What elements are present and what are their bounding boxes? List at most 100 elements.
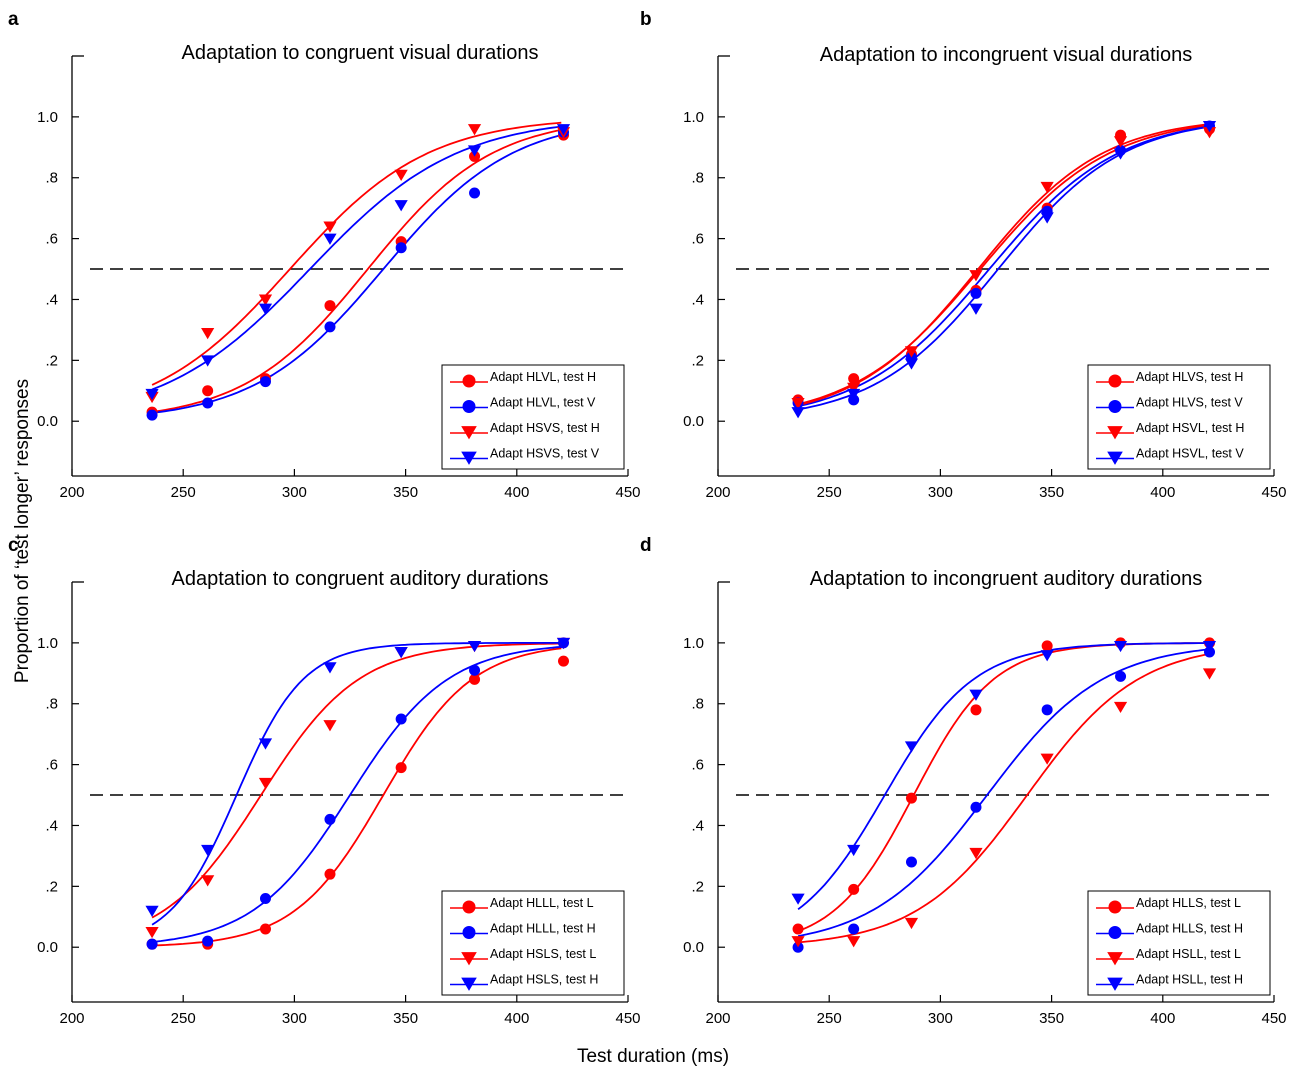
data-point-triangle xyxy=(258,303,273,315)
x-tick-label: 450 xyxy=(1261,484,1286,501)
data-point-triangle xyxy=(556,637,571,650)
legend-label: Adapt HSVS, test H xyxy=(490,421,600,435)
data-point-circle xyxy=(469,673,481,685)
data-point-triangle xyxy=(201,328,215,340)
legend-label: Adapt HSVL, test H xyxy=(1136,421,1244,435)
legend-label: Adapt HLLL, test L xyxy=(490,896,594,910)
data-point-triangle xyxy=(847,844,861,857)
panel-letter: c xyxy=(8,535,19,556)
data-point-triangle xyxy=(201,875,215,887)
data-point-triangle xyxy=(145,388,159,401)
data-point-circle xyxy=(395,713,407,725)
legend-swatch-marker xyxy=(462,900,476,914)
panel-letter: d xyxy=(640,535,652,556)
legend-swatch-marker xyxy=(1108,400,1122,413)
panel-title: Adaptation to incongruent auditory durat… xyxy=(810,568,1203,590)
panel-title: Adaptation to congruent auditory duratio… xyxy=(172,568,549,590)
data-point-circle xyxy=(395,242,407,254)
data-point-triangle xyxy=(323,662,337,674)
data-point-circle xyxy=(905,856,917,868)
y-tick-label: 0.0 xyxy=(37,939,58,956)
data-point-circle xyxy=(1115,670,1127,682)
data-point-circle xyxy=(970,704,982,716)
x-tick-label: 200 xyxy=(59,484,84,501)
data-point-triangle xyxy=(1113,148,1128,160)
data-point-triangle xyxy=(258,777,273,790)
data-point-triangle xyxy=(1040,753,1054,765)
data-point-triangle xyxy=(201,844,215,857)
data-point-triangle xyxy=(467,640,482,653)
data-point-circle xyxy=(469,664,481,676)
x-tick-label: 400 xyxy=(1150,484,1175,501)
y-tick-label: .8 xyxy=(45,696,58,713)
y-tick-label: 0.0 xyxy=(683,413,704,430)
data-point-triangle xyxy=(904,346,919,358)
data-point-triangle xyxy=(467,124,482,136)
x-tick-label: 400 xyxy=(504,484,529,501)
legend-swatch-marker xyxy=(462,400,476,413)
data-point-circle xyxy=(324,813,336,825)
fit-curve xyxy=(798,653,1208,944)
data-point-triangle xyxy=(1113,640,1128,653)
panels: a Adaptation to congruent visual duration… xyxy=(8,9,1287,1027)
y-tick-label: .8 xyxy=(45,170,58,187)
y-tick-label: .6 xyxy=(691,231,704,248)
x-tick-label: 350 xyxy=(393,1010,418,1027)
data-point-triangle xyxy=(201,355,215,367)
legend-label: Adapt HSVL, test V xyxy=(1136,447,1244,461)
x-tick-label: 300 xyxy=(928,484,953,501)
legend-swatch-marker xyxy=(462,926,476,939)
x-tick-label: 300 xyxy=(928,1010,953,1027)
data-point-triangle xyxy=(969,689,983,701)
data-point-triangle xyxy=(791,936,805,948)
legend-swatch-marker xyxy=(1107,426,1123,440)
data-point-triangle xyxy=(1202,127,1217,139)
x-tick-label: 250 xyxy=(171,1010,196,1027)
panel-title: Adaptation to congruent visual durations xyxy=(182,42,539,64)
legend-label: Adapt HLLS, test H xyxy=(1136,922,1243,936)
y-tick-label: 1.0 xyxy=(37,635,58,652)
legend-label: Adapt HLVS, test V xyxy=(1136,396,1243,410)
fit-curve xyxy=(151,646,562,943)
data-point-circle xyxy=(146,409,158,421)
fit-curve xyxy=(797,123,1208,407)
data-point-circle xyxy=(970,287,982,299)
x-tick-label: 250 xyxy=(817,1010,842,1027)
data-point-triangle xyxy=(969,303,983,315)
legend-label: Adapt HSVS, test V xyxy=(490,447,600,461)
data-point-triangle xyxy=(791,893,805,905)
fit-curve xyxy=(151,134,562,414)
fit-curve xyxy=(151,125,562,391)
data-point-triangle xyxy=(145,905,159,917)
y-tick-label: .4 xyxy=(45,291,58,308)
legend-swatch-marker xyxy=(1107,451,1123,465)
legend-label: Adapt HSLL, test H xyxy=(1136,973,1243,987)
data-point-circle xyxy=(259,376,271,388)
x-tick-label: 300 xyxy=(282,484,307,501)
data-point-triangle xyxy=(1113,701,1128,714)
data-point-triangle xyxy=(323,233,337,245)
legend-swatch-marker xyxy=(461,426,477,440)
x-tick-label: 350 xyxy=(1039,1010,1064,1027)
y-tick-label: .8 xyxy=(691,170,704,187)
fit-curve xyxy=(151,121,562,386)
legend: Adapt HLVS, test H Adapt HLVS, test V Adap… xyxy=(1087,364,1271,470)
panel-d: d Adaptation to incongruent auditory dura… xyxy=(640,535,1287,1027)
y-tick-label: 1.0 xyxy=(683,109,704,126)
y-tick-label: .4 xyxy=(45,817,58,834)
data-point-triangle xyxy=(394,169,408,181)
fit-curve xyxy=(797,126,1208,408)
data-point-circle xyxy=(395,762,407,774)
y-tick-label: 0.0 xyxy=(683,939,704,956)
fit-curve xyxy=(151,642,562,926)
data-point-triangle xyxy=(145,927,159,939)
data-point-triangle xyxy=(394,200,408,212)
y-tick-label: .2 xyxy=(691,352,704,369)
data-point-triangle xyxy=(323,221,337,233)
legend-swatch-marker xyxy=(462,374,476,388)
legend-label: Adapt HSLS, test L xyxy=(490,947,596,961)
data-point-circle xyxy=(905,792,917,804)
data-point-circle xyxy=(848,373,860,385)
fit-curve xyxy=(151,642,562,919)
